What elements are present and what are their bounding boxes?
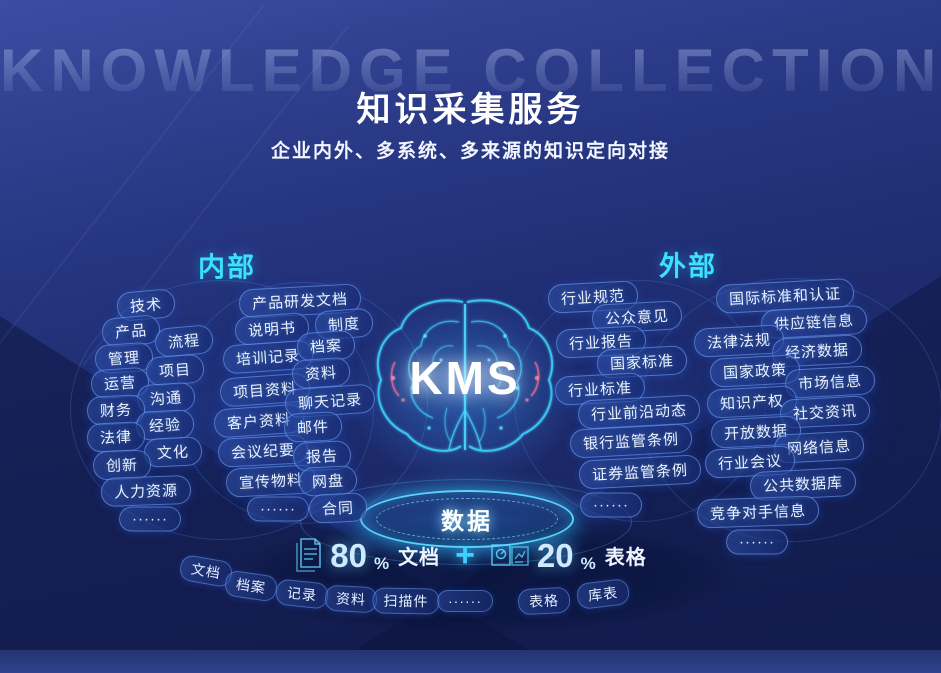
ring-outer-ellipse (300, 479, 632, 565)
table-icon (491, 544, 529, 566)
watermark-text: KNOWLEDGE COLLECTION (0, 37, 941, 104)
tag-pill: 档案 (223, 569, 279, 603)
tag-pill: 记录 (274, 578, 330, 610)
doc-percent-value: 80 (330, 536, 367, 574)
tag-pill: ······ (247, 496, 309, 522)
doc-percent-unit: % (373, 554, 390, 573)
data-ring-label: 数据 (441, 508, 493, 534)
internal-zone-label: 内部 (198, 252, 256, 283)
table-label: 表格 (604, 546, 647, 569)
page-title: 知识采集服务 (356, 91, 585, 129)
tag-pill: 资料 (324, 584, 378, 614)
brain-illustration (376, 299, 554, 452)
plus-sign: + (455, 536, 475, 574)
doc-label: 文档 (398, 546, 441, 569)
data-ring: 数据 (360, 490, 574, 548)
table-percent-value: 20 (536, 536, 574, 574)
data-composition-stats: 80 % 文档 + 20 % 表格 (285, 532, 655, 578)
document-icon (296, 538, 322, 572)
kms-label: KMS (409, 352, 521, 404)
table-percent-unit: % (580, 554, 596, 573)
page-subtitle: 企业内外、多系统、多来源的知识定向对接 (270, 141, 670, 162)
tag-pill: ······ (580, 492, 642, 518)
tag-pill: ······ (119, 506, 181, 532)
tag-pill: 库表 (575, 577, 631, 611)
external-zone-label: 外部 (659, 251, 717, 282)
data-ring-dashed-ellipse (376, 498, 558, 540)
tag-pill: ······ (726, 529, 788, 555)
tag-pill: ······ (437, 590, 493, 612)
bottom-band (0, 650, 941, 673)
tag-pill: 扫描件 (372, 587, 440, 615)
tag-pill: 表格 (517, 586, 571, 616)
